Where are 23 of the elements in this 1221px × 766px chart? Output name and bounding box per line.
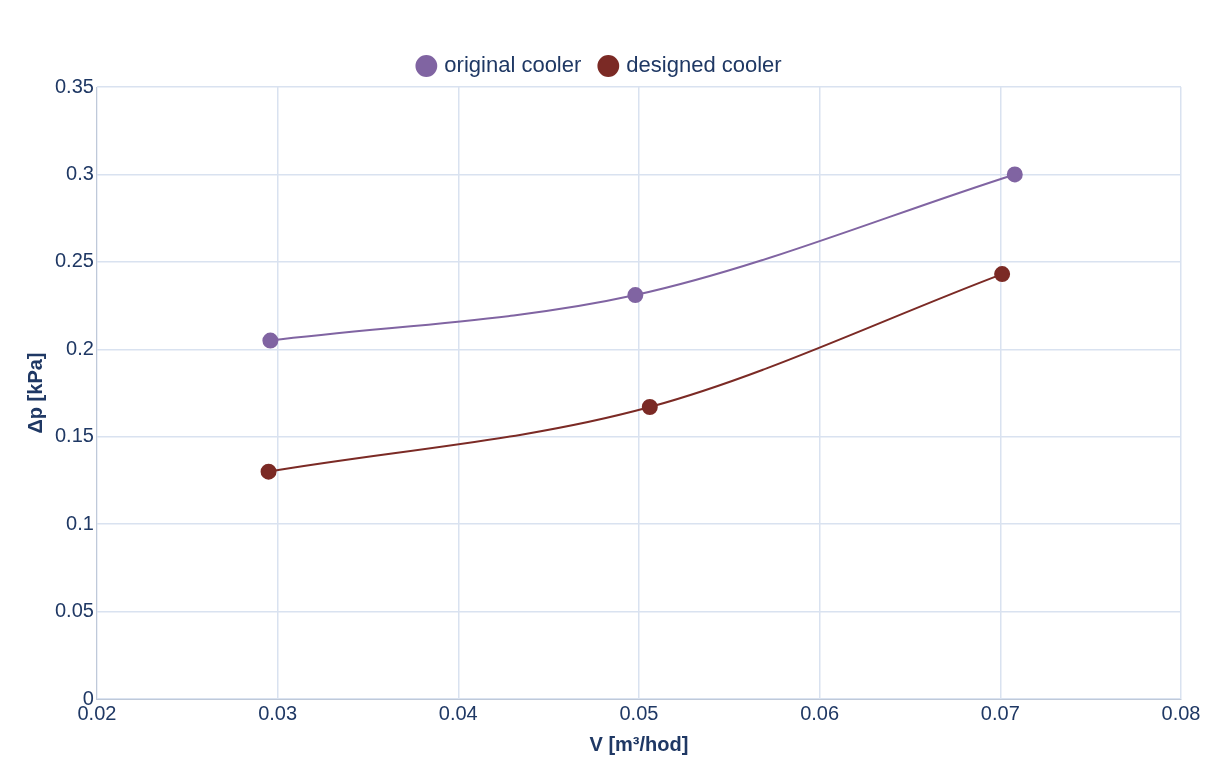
point	[627, 287, 644, 304]
y-tick-label: 0.05	[54, 599, 94, 622]
y-tick-label: 0.2	[66, 336, 94, 359]
x-tick-label: 0.07	[980, 701, 1020, 724]
legend-label: designed cooler	[626, 52, 782, 78]
point	[641, 398, 658, 415]
point	[260, 463, 277, 480]
point	[1006, 166, 1023, 183]
x-axis-title: V [m³/hod]	[589, 732, 689, 755]
x-tick-label: 0.04	[438, 701, 478, 724]
y-tick-label: 0.1	[66, 511, 94, 534]
x-tick-label: 0.05	[619, 701, 659, 724]
y-tick-label: 0.3	[66, 161, 94, 184]
x-tick-label: 0.08	[1161, 701, 1201, 724]
point	[262, 332, 279, 349]
point	[994, 266, 1011, 283]
x-tick-label: 0.03	[258, 701, 298, 724]
y-tick-label: 0.35	[54, 74, 94, 97]
y-tick-label: 0.15	[54, 424, 94, 447]
legend-label: original cooler	[444, 52, 582, 78]
y-axis-title: Δp [kPa]	[23, 352, 46, 434]
y-tick-label: 0.25	[54, 249, 94, 272]
x-tick-label: 0.06	[800, 701, 840, 724]
